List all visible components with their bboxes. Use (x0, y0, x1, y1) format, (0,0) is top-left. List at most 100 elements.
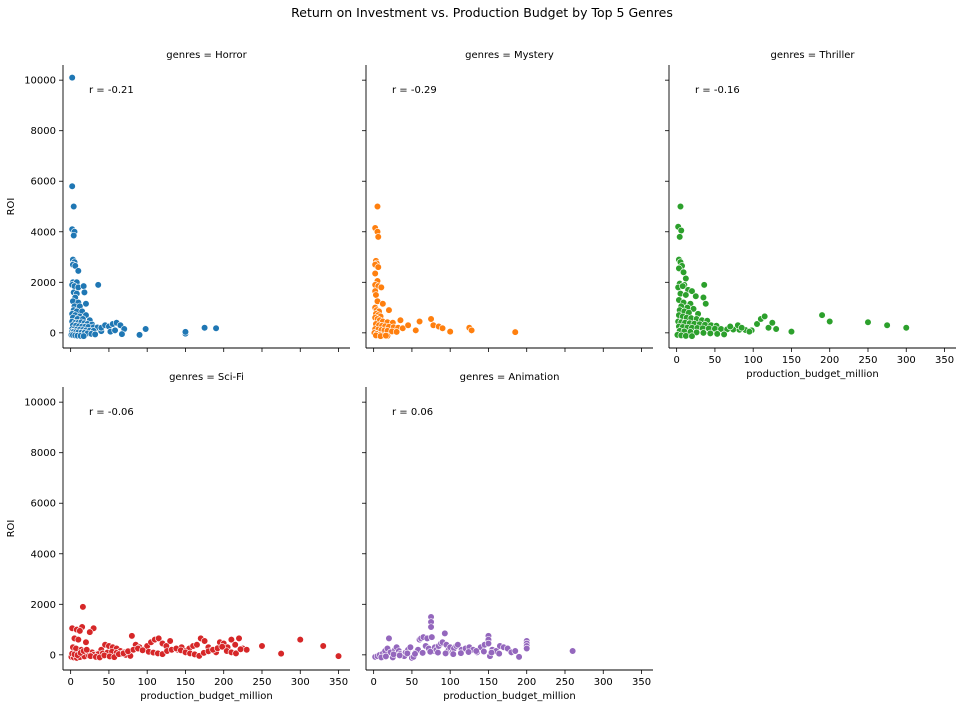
scatter-point (768, 319, 776, 327)
x-tick-label: 300 (897, 355, 916, 366)
y-axis-label: ROI (6, 520, 17, 538)
scatter-point (902, 324, 910, 332)
facet-panel-4: genres = Animation 0 50 100 150 200 250 300 350 p… (362, 372, 653, 702)
scatter-point (70, 231, 78, 240)
scatter-point (296, 636, 304, 644)
panel-title: genres = Mystery (465, 50, 554, 61)
scatter-point (484, 639, 493, 648)
y-tick-label: 0 (50, 328, 56, 339)
scatter-point (231, 641, 239, 649)
scatter-point (787, 327, 796, 336)
scatter-point (155, 634, 163, 643)
scatter-point (699, 329, 708, 337)
scatter-point (480, 647, 488, 656)
scatter-point (166, 637, 174, 645)
scatter-point (726, 322, 734, 331)
scatter-point (399, 324, 407, 332)
scatter-point (371, 269, 379, 278)
scatter-point (753, 320, 761, 328)
y-tick-label: 2000 (31, 600, 56, 611)
scatter-point (412, 326, 420, 334)
scatter-point (428, 633, 436, 641)
facet-panel-0: genres = Horror 0 2000 4000 6000 8000 10000 ROI… (6, 50, 350, 352)
scatter-point (374, 233, 382, 241)
scatter-point (441, 649, 450, 657)
scatter-point (403, 649, 411, 657)
y-tick-label: 4000 (31, 227, 56, 238)
x-tick-label: 150 (479, 677, 498, 688)
scatter-point (883, 321, 891, 329)
scatter-point (138, 646, 147, 654)
scatter-point (236, 645, 245, 653)
scatter-point (200, 324, 209, 332)
correlation-annotation: r = -0.06 (89, 407, 134, 418)
scatter-point (181, 328, 190, 336)
scatter-point (454, 641, 462, 649)
x-tick-label: 200 (517, 677, 536, 688)
scatter-point (385, 634, 393, 643)
scatter-point (676, 202, 685, 211)
scatter-point (427, 315, 435, 323)
scatter-point (218, 643, 226, 651)
scatter-point (511, 647, 519, 655)
scatter-point (441, 629, 449, 637)
panel-title: genres = Animation (460, 372, 560, 383)
scatter-point (83, 646, 91, 654)
scatter-points (67, 74, 220, 340)
x-tick-label: 100 (138, 677, 157, 688)
scatter-point (523, 644, 531, 653)
scatter-point (396, 651, 404, 659)
y-axis-label: ROI (6, 198, 17, 216)
scatter-point (212, 324, 220, 332)
scatter-point (688, 287, 696, 295)
scatter-point (706, 329, 714, 337)
scatter-point (677, 226, 685, 235)
x-axis-label: production_budget_million (140, 691, 272, 702)
scatter-point (243, 646, 251, 654)
figure-title: Return on Investment vs. Production Budg… (291, 5, 673, 20)
y-tick-label: 8000 (31, 126, 56, 137)
y-tick-label: 4000 (31, 549, 56, 560)
scatter-point (692, 328, 701, 336)
scatter-point (689, 305, 698, 313)
scatter-point (372, 291, 380, 299)
scatter-point (382, 332, 390, 340)
scatter-point (676, 233, 684, 241)
scatter-point (94, 281, 102, 289)
facet-panel-1: genres = Mystery r = -0.29 (362, 50, 653, 352)
scatter-point (373, 202, 382, 211)
scatter-point (128, 632, 136, 640)
x-tick-label: 350 (632, 677, 651, 688)
scatter-point (682, 291, 690, 299)
scatter-point (434, 648, 442, 657)
scatter-point (702, 300, 710, 308)
x-tick-label: 0 (370, 677, 376, 688)
scatter-point (449, 650, 457, 658)
scatter-point (382, 652, 390, 660)
scatter-point (80, 332, 88, 340)
scatter-point (232, 649, 240, 657)
scatter-point (679, 282, 687, 290)
y-tick-label: 2000 (31, 278, 56, 289)
x-tick-label: 0 (67, 677, 73, 688)
x-tick-label: 300 (594, 677, 613, 688)
scatter-point (68, 74, 76, 82)
x-tick-label: 250 (555, 677, 574, 688)
scatter-point (700, 281, 708, 289)
facet-grid: genres = Horror0200040006000800010000ROI… (6, 50, 956, 702)
scatter-point (411, 650, 419, 658)
x-tick-label: 0 (673, 355, 679, 366)
y-tick-label: 6000 (31, 177, 56, 188)
scatter-point (438, 324, 447, 332)
scatter-point (457, 649, 465, 657)
scatter-point (80, 288, 89, 297)
x-tick-label: 50 (709, 355, 722, 366)
scatter-point (495, 649, 503, 658)
scatter-point (82, 300, 90, 308)
scatter-point (235, 634, 243, 643)
x-tick-label: 350 (329, 677, 348, 688)
scatter-point (396, 316, 405, 324)
scatter-point (515, 653, 523, 661)
x-tick-label: 350 (935, 355, 954, 366)
